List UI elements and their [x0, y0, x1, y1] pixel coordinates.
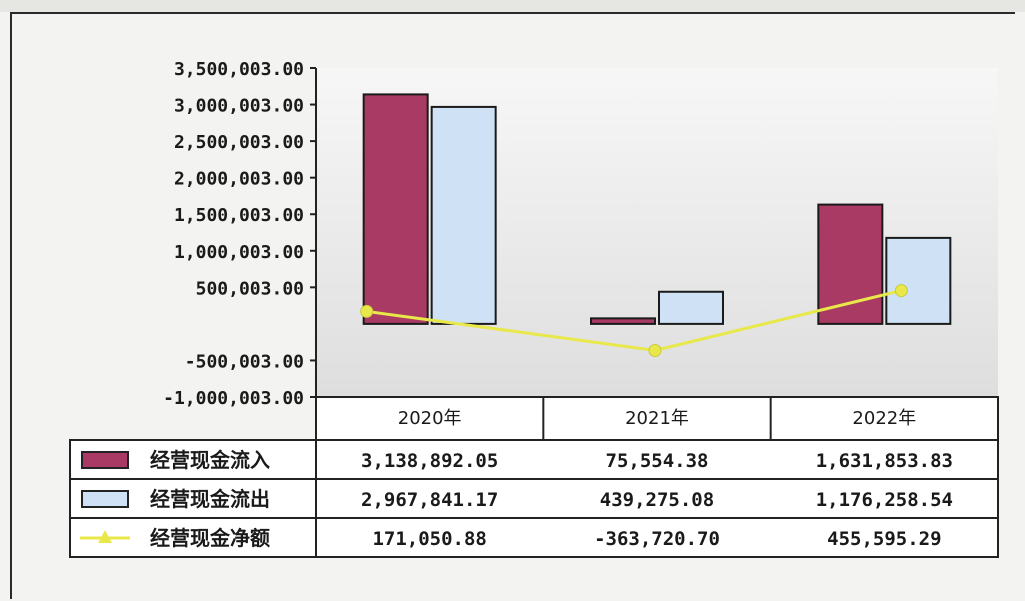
- bar: [885, 236, 952, 325]
- line-point: [360, 304, 374, 318]
- category-label: 2022年: [852, 408, 916, 429]
- category-label: 2021年: [625, 408, 689, 429]
- data-label: 171,050.88: [372, 528, 486, 550]
- category-label: 2020年: [398, 408, 462, 429]
- data-label: 75,554.38: [606, 450, 709, 472]
- data-label: 1,176,258.54: [816, 489, 953, 511]
- data-label: 2,967,841.17: [361, 489, 498, 511]
- chart-frame: [10, 12, 1015, 599]
- y-tick-label: -1,000,003.00: [163, 388, 304, 409]
- table-row: [69, 439, 999, 480]
- legend-marker-icon: [98, 530, 112, 543]
- y-tick-label: 1,500,003.00: [174, 205, 304, 226]
- legend-label: 经营现金净额: [150, 526, 270, 550]
- line-point: [648, 343, 662, 357]
- plot-area: [316, 68, 998, 397]
- bar: [817, 203, 884, 325]
- data-label: 1,631,853.83: [816, 450, 953, 472]
- data-label: 439,275.08: [600, 489, 714, 511]
- data-label: 455,595.29: [827, 528, 941, 550]
- y-tick-label: 3,000,003.00: [174, 96, 304, 117]
- legend-label: 经营现金流入: [150, 448, 270, 472]
- table-row: [69, 478, 999, 519]
- bar: [430, 105, 497, 325]
- legend-label: 经营现金流出: [150, 487, 270, 511]
- line-point: [894, 284, 908, 298]
- legend-swatch: [81, 451, 129, 469]
- y-tick-label: 2,000,003.00: [174, 169, 304, 190]
- data-label: -363,720.70: [594, 528, 720, 550]
- scan-edge: [0, 0, 1025, 12]
- y-tick-label: 3,500,003.00: [174, 59, 304, 80]
- legend-swatch: [81, 490, 129, 508]
- table-header-row: [315, 396, 999, 441]
- y-tick-label: 500,003.00: [196, 278, 304, 299]
- table-row: [69, 517, 999, 558]
- y-tick-label: 2,500,003.00: [174, 132, 304, 153]
- data-label: 3,138,892.05: [361, 450, 498, 472]
- y-tick-label: 1,000,003.00: [174, 242, 304, 263]
- bar: [658, 290, 724, 325]
- bar: [362, 93, 429, 325]
- bar: [590, 317, 656, 325]
- y-tick-label: -500,003.00: [185, 351, 304, 372]
